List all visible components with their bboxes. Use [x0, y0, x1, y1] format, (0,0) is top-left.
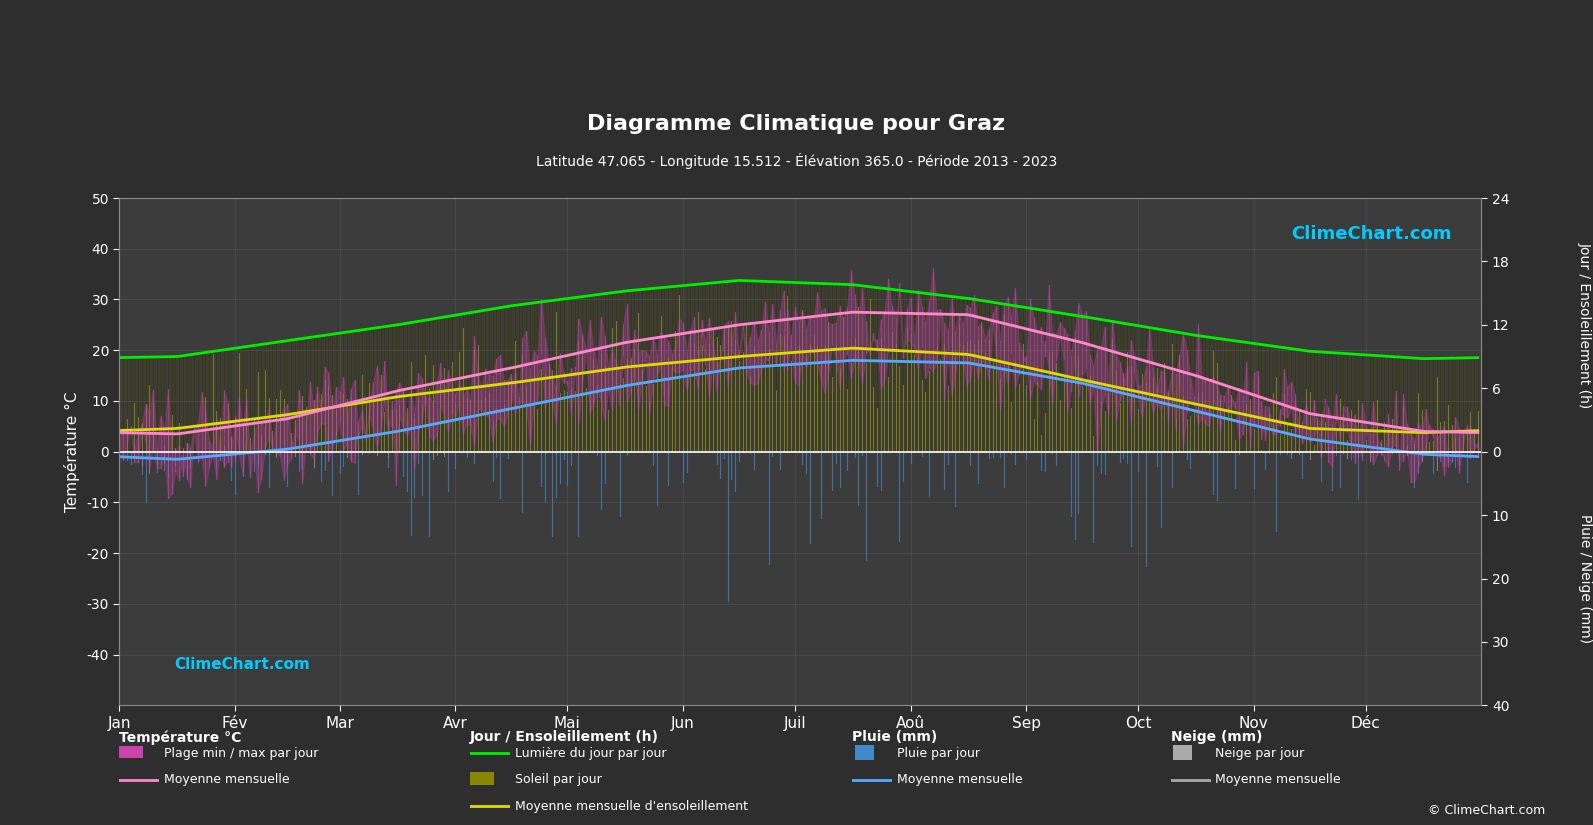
- Text: Lumière du jour par jour: Lumière du jour par jour: [515, 747, 666, 760]
- Text: Plage min / max par jour: Plage min / max par jour: [164, 747, 319, 760]
- Text: Pluie (mm): Pluie (mm): [852, 730, 938, 744]
- Bar: [1172, 745, 1192, 760]
- Text: Moyenne mensuelle: Moyenne mensuelle: [164, 773, 290, 786]
- Text: Diagramme Climatique pour Graz: Diagramme Climatique pour Graz: [588, 114, 1005, 134]
- Text: Moyenne mensuelle d'ensoleillement: Moyenne mensuelle d'ensoleillement: [515, 799, 747, 813]
- Text: Moyenne mensuelle: Moyenne mensuelle: [1215, 773, 1341, 786]
- Text: Neige (mm): Neige (mm): [1171, 730, 1262, 744]
- Text: Moyenne mensuelle: Moyenne mensuelle: [897, 773, 1023, 786]
- Text: ClimeChart.com: ClimeChart.com: [174, 658, 309, 672]
- Text: Jour / Ensoleillement (h): Jour / Ensoleillement (h): [470, 730, 660, 744]
- Text: Pluie par jour: Pluie par jour: [897, 747, 980, 760]
- Text: Neige par jour: Neige par jour: [1215, 747, 1305, 760]
- Text: ClimeChart.com: ClimeChart.com: [1290, 224, 1451, 243]
- Text: Latitude 47.065 - Longitude 15.512 - Élévation 365.0 - Période 2013 - 2023: Latitude 47.065 - Longitude 15.512 - Élé…: [535, 153, 1058, 169]
- Bar: [855, 745, 875, 760]
- Y-axis label: Température °C: Température °C: [64, 391, 80, 512]
- Text: Pluie / Neige (mm): Pluie / Neige (mm): [1579, 514, 1591, 644]
- Text: Soleil par jour: Soleil par jour: [515, 773, 601, 786]
- Text: Jour / Ensoleillement (h): Jour / Ensoleillement (h): [1579, 242, 1591, 408]
- Text: © ClimeChart.com: © ClimeChart.com: [1427, 804, 1545, 817]
- Text: Température °C: Température °C: [119, 730, 242, 745]
